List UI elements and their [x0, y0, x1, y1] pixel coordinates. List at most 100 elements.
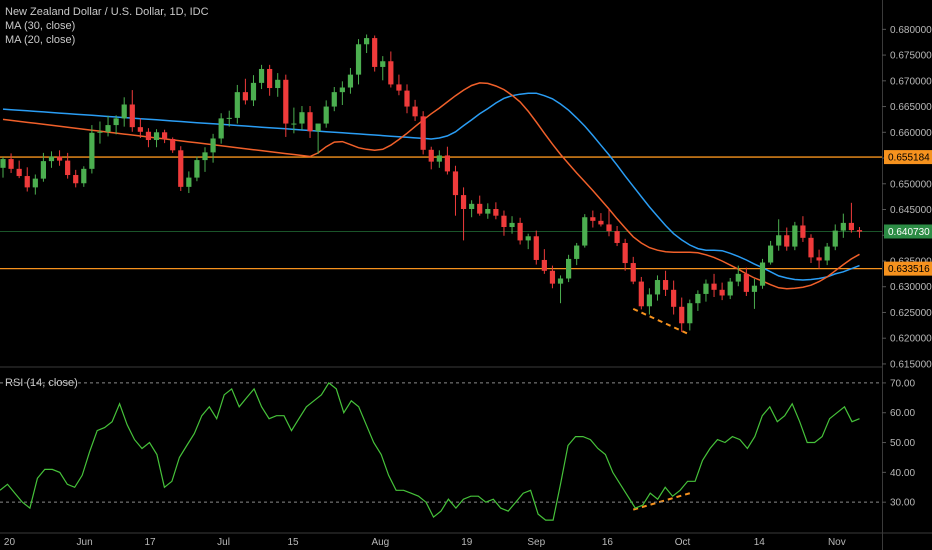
candle-body — [517, 222, 523, 241]
candle-body — [218, 118, 224, 139]
candle-body — [856, 230, 863, 232]
candle-body — [291, 123, 297, 125]
price-tick-label: 0.680000 — [890, 25, 932, 36]
candle-body — [493, 208, 499, 216]
candle-body — [275, 79, 281, 89]
candle-body — [170, 138, 176, 151]
candle-body — [105, 125, 111, 132]
candle-body — [654, 280, 661, 295]
candle-body — [525, 236, 531, 241]
horizontal-levels[interactable] — [0, 156, 882, 270]
candle-body — [549, 270, 556, 284]
rsi-tick-label: 70.00 — [890, 378, 915, 389]
candle-body — [452, 171, 459, 196]
candle-body — [606, 224, 612, 232]
candle-body — [727, 281, 733, 296]
candle-body — [792, 225, 798, 247]
candle-body — [784, 235, 790, 247]
candle-body — [436, 155, 442, 162]
candle-body — [73, 175, 79, 184]
candle-body — [380, 61, 386, 67]
level-badge-2 — [884, 261, 932, 276]
rsi-divergence-line — [632, 492, 691, 511]
candle-body — [234, 92, 240, 118]
rsi-legend[interactable]: RSI (14, close) — [5, 377, 78, 389]
ma30-polyline — [2, 92, 860, 281]
candle-body — [638, 281, 644, 307]
candle-body — [614, 231, 620, 243]
time-tick-label: Jun — [77, 537, 93, 548]
candle-body — [315, 123, 321, 132]
candle-body — [662, 280, 669, 290]
ma20-legend[interactable]: MA (20, close) — [5, 34, 76, 46]
candle-body — [283, 79, 289, 124]
rsi-tick-label: 40.00 — [890, 468, 915, 479]
candle-body — [226, 117, 232, 119]
candle-body — [242, 92, 248, 101]
candle-body — [477, 203, 483, 214]
candle-body — [194, 160, 200, 178]
candle-body — [800, 225, 806, 238]
candle-body — [56, 156, 63, 161]
current-price-label: 0.640730 — [888, 227, 930, 238]
candle-body — [355, 44, 362, 75]
price-tick-label: 0.660000 — [890, 128, 932, 139]
ma20-polyline — [2, 82, 860, 290]
price-tick-label: 0.615000 — [890, 359, 932, 370]
candle-body — [339, 87, 345, 93]
price-tick-label: 0.625000 — [890, 308, 932, 319]
candle-body — [186, 177, 192, 187]
candle-body — [412, 106, 418, 117]
candle-body — [598, 220, 604, 225]
time-tick-label: Aug — [371, 537, 389, 548]
ma20-line — [2, 82, 860, 290]
candle-body — [687, 303, 693, 324]
time-tick-label: 16 — [602, 537, 614, 548]
candle-body — [404, 90, 410, 107]
candle-body — [0, 159, 6, 168]
candle-body — [258, 68, 265, 83]
candle-body — [250, 82, 257, 101]
ma30-legend[interactable]: MA (30, close) — [5, 20, 76, 32]
candle-body — [776, 235, 782, 246]
candle-body — [711, 283, 717, 290]
candle-body — [307, 112, 313, 132]
candle-body — [469, 203, 475, 209]
time-tick-label: 15 — [288, 537, 300, 548]
candle-body — [299, 112, 305, 124]
divergence-annotations[interactable] — [632, 307, 691, 511]
candle-body — [703, 283, 709, 294]
candle-body — [719, 289, 725, 296]
candle-body — [679, 306, 685, 324]
candle-body — [153, 132, 160, 141]
price-tick-label: 0.630000 — [890, 282, 932, 293]
candle-body — [695, 293, 701, 304]
candle-body — [541, 259, 547, 271]
symbol-title[interactable]: New Zealand Dollar / U.S. Dollar, 1D, ID… — [5, 6, 209, 18]
price-tick-label: 0.620000 — [890, 334, 932, 345]
candle-body — [485, 208, 491, 214]
candle-body — [388, 61, 394, 85]
rsi-tick-label: 30.00 — [890, 498, 915, 509]
axes[interactable]: 0.6150000.6200000.6250000.6300000.635000… — [4, 25, 932, 548]
price-tick-label: 0.675000 — [890, 51, 932, 62]
candle-body — [824, 246, 830, 261]
price-tick-label: 0.645000 — [890, 205, 932, 216]
price-divergence-line — [632, 307, 691, 336]
candle-body — [372, 38, 378, 67]
candle-body — [501, 215, 507, 228]
candle-body — [743, 273, 749, 292]
candle-body — [590, 217, 596, 221]
candle-body — [848, 222, 854, 231]
time-tick-label: Jul — [217, 537, 230, 548]
candle-body — [768, 245, 774, 263]
candle-body — [97, 131, 103, 133]
current-price-badge — [884, 224, 932, 239]
time-tick-label: 20 — [4, 537, 16, 548]
level-badge-label-1: 0.655184 — [888, 153, 930, 164]
time-tick-label: Sep — [527, 537, 545, 548]
candle-body — [137, 127, 143, 132]
candle-body — [89, 132, 95, 169]
candle-body — [331, 92, 337, 107]
